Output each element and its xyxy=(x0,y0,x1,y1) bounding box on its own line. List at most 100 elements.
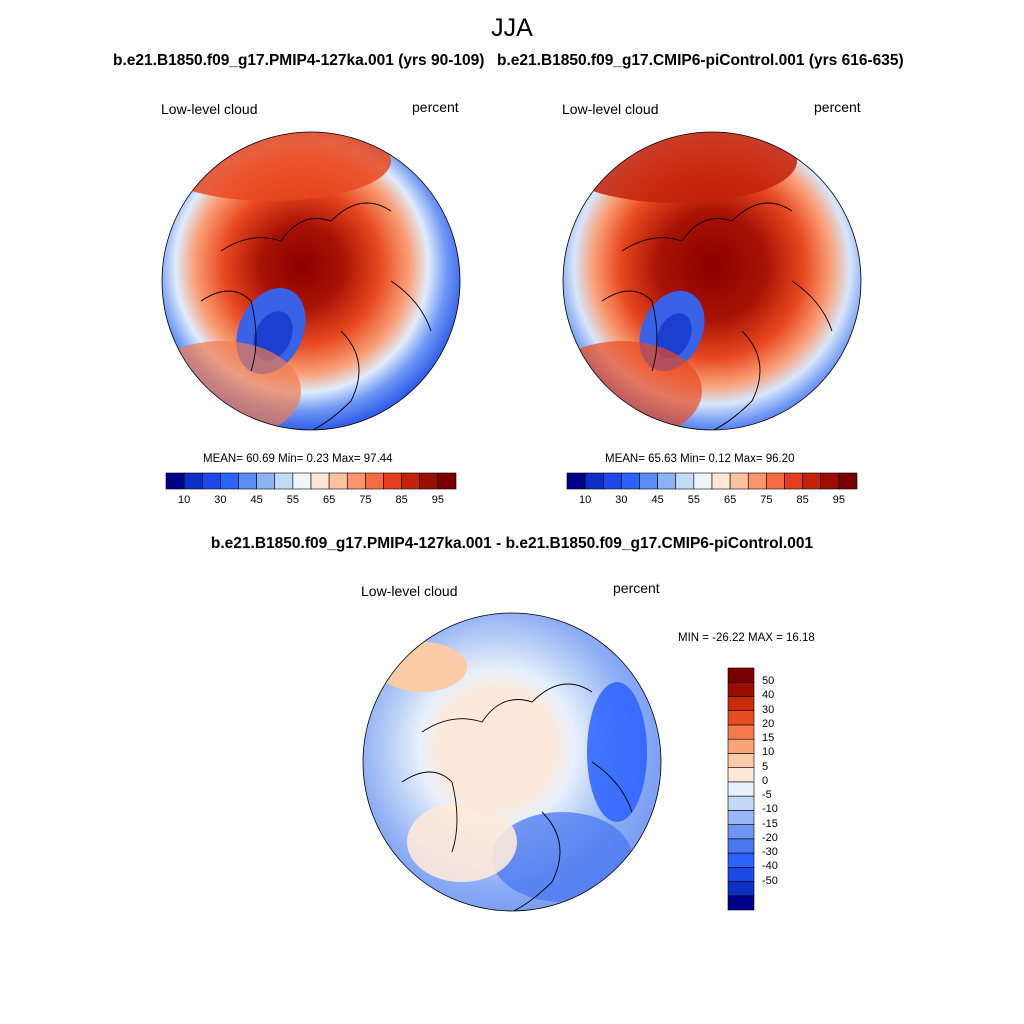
colorbar-swatch xyxy=(727,710,755,726)
colorbar-tick-label: 55 xyxy=(687,494,700,506)
colorbar-swatch xyxy=(256,472,276,490)
colorbar-tick-label: -20 xyxy=(762,831,778,844)
panel-1-coastlines xyxy=(200,202,432,430)
colorbar-tick-label: 30 xyxy=(214,494,227,506)
colorbar-tick-label: 40 xyxy=(762,689,775,702)
panel-2-map xyxy=(562,131,862,431)
colorbar-tick-label: -40 xyxy=(762,860,778,873)
colorbar-swatch xyxy=(238,472,257,490)
colorbar-tick-label: 85 xyxy=(395,494,408,506)
colorbar-tick-label: 10 xyxy=(579,494,592,506)
colorbar-tick-label: 30 xyxy=(615,494,628,506)
diff-colorbar xyxy=(727,667,755,911)
colorbar-tick-label: 10 xyxy=(178,494,191,506)
colorbar-tick-label: -30 xyxy=(762,846,778,859)
colorbar-swatch xyxy=(310,472,330,490)
colorbar-swatch xyxy=(802,472,822,490)
colorbar-swatch xyxy=(727,767,755,783)
colorbar-swatch xyxy=(584,472,604,490)
colorbar-tick-label: 95 xyxy=(832,494,845,506)
colorbar-swatch xyxy=(727,696,755,712)
colorbar-swatch xyxy=(621,472,640,490)
colorbar-swatch xyxy=(727,895,755,911)
panel-2-title: b.e21.B1850.f09_g17.CMIP6-piControl.001 … xyxy=(497,52,904,69)
colorbar-tick-label: 85 xyxy=(796,494,809,506)
colorbar-tick-label: 75 xyxy=(760,494,773,506)
colorbar-swatch xyxy=(639,472,658,490)
colorbar-tick-label: -5 xyxy=(762,789,772,802)
panel-1-pacific-high-cloud xyxy=(162,132,391,201)
colorbar-tick-label: 0 xyxy=(762,774,769,787)
panel-2-units: percent xyxy=(814,99,861,115)
diff-variable: Low-level cloud xyxy=(361,583,458,599)
panel-1-variable: Low-level cloud xyxy=(161,101,258,117)
panel-2-pacific-high-cloud xyxy=(563,132,797,203)
colorbar-swatch xyxy=(346,472,366,490)
colorbar-swatch xyxy=(292,472,312,490)
colorbar-tick-label: 15 xyxy=(762,732,775,745)
colorbar-tick-label: 65 xyxy=(323,494,336,506)
panel-1-units: percent xyxy=(412,99,459,115)
panel-1-colorbar-ticks: 10 30 45 55 65 75 85 95 xyxy=(166,494,456,508)
colorbar-swatch xyxy=(383,472,402,490)
colorbar-tick-label: 5 xyxy=(762,760,769,773)
colorbar-tick-label: 10 xyxy=(762,746,775,759)
colorbar-swatch xyxy=(838,472,858,490)
colorbar-tick-label: 95 xyxy=(431,494,444,506)
colorbar-swatch xyxy=(727,667,755,683)
colorbar-swatch xyxy=(727,810,755,825)
colorbar-swatch xyxy=(201,472,221,490)
panel-1-colorbar xyxy=(165,472,457,490)
colorbar-swatch xyxy=(727,753,755,768)
panel-2-variable: Low-level cloud xyxy=(562,101,659,117)
colorbar-tick-label: 45 xyxy=(250,494,263,506)
colorbar-swatch xyxy=(747,472,767,490)
colorbar-tick-label: 75 xyxy=(359,494,372,506)
colorbar-swatch xyxy=(220,472,239,490)
colorbar-swatch xyxy=(727,724,755,740)
colorbar-swatch xyxy=(419,472,439,490)
panel-2-colorbar xyxy=(566,472,858,490)
panel-2-coastlines xyxy=(601,202,833,430)
panel-1-stats: MEAN= 60.69 Min= 0.23 Max= 97.44 xyxy=(203,453,393,465)
panel-1-map xyxy=(161,131,461,431)
colorbar-swatch xyxy=(820,472,840,490)
colorbar-swatch xyxy=(602,472,622,490)
colorbar-tick-label: -50 xyxy=(762,874,778,887)
colorbar-tick-label: 20 xyxy=(762,717,775,730)
colorbar-swatch xyxy=(711,472,731,490)
colorbar-swatch xyxy=(183,472,203,490)
colorbar-tick-label: 55 xyxy=(286,494,299,506)
colorbar-swatch xyxy=(365,472,384,490)
diff-atlantic-negative xyxy=(587,682,647,822)
main-title: JJA xyxy=(491,14,533,42)
diff-colorbar-ticks: 50 40 30 20 15 10 5 0 -5 -10 -15 -20 -30 -40 -50 xyxy=(760,668,800,910)
colorbar-swatch xyxy=(727,838,755,854)
panel-2-colorbar-ticks: 10 30 45 55 65 75 85 95 xyxy=(567,494,857,508)
colorbar-swatch xyxy=(401,472,421,490)
colorbar-swatch xyxy=(165,472,185,490)
panel-1-title: b.e21.B1850.f09_g17.PMIP4-127ka.001 (yrs… xyxy=(113,52,485,69)
colorbar-swatch xyxy=(693,472,713,490)
diff-map xyxy=(362,612,662,912)
colorbar-tick-label: 65 xyxy=(724,494,737,506)
diff-title: b.e21.B1850.f09_g17.PMIP4-127ka.001 - b.… xyxy=(210,535,814,552)
colorbar-swatch xyxy=(274,472,294,490)
colorbar-swatch xyxy=(727,781,755,797)
colorbar-tick-label: 45 xyxy=(651,494,664,506)
diff-units: percent xyxy=(613,580,660,596)
colorbar-swatch xyxy=(675,472,695,490)
colorbar-swatch xyxy=(784,472,803,490)
panel-2-stats: MEAN= 65.63 Min= 0.12 Max= 96.20 xyxy=(605,453,795,465)
colorbar-tick-label: -10 xyxy=(762,803,778,816)
colorbar-swatch xyxy=(727,852,755,868)
diff-coastlines xyxy=(401,683,633,911)
diff-minmax: MIN = -26.22 MAX = 16.18 xyxy=(678,632,815,644)
colorbar-swatch xyxy=(727,881,755,897)
diff-pacific-positive xyxy=(377,642,467,692)
colorbar-swatch xyxy=(729,472,749,490)
colorbar-swatch xyxy=(566,472,586,490)
colorbar-swatch xyxy=(727,866,755,882)
colorbar-swatch xyxy=(437,472,457,490)
colorbar-swatch xyxy=(657,472,677,490)
